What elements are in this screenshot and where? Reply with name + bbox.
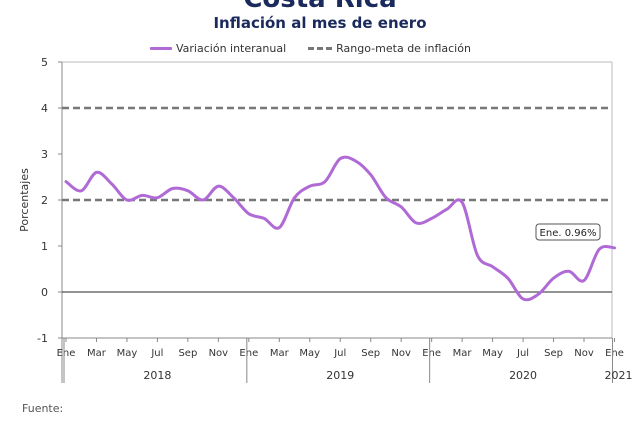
x-tick-label: May	[482, 348, 503, 359]
x-tick-label: Nov	[391, 348, 411, 359]
legend-series-swatch	[150, 47, 172, 50]
y-tick-label: 5	[41, 56, 48, 69]
chart-title: Inflación al mes de enero	[213, 14, 427, 32]
legend-item-series: Variación interanual	[150, 42, 286, 55]
x-tick-label: Mar	[270, 348, 290, 359]
x-tick-label: Ene	[422, 348, 441, 359]
x-tick-label: Ene	[605, 348, 624, 359]
y-tick-label: 0	[41, 286, 48, 299]
chart-legend: Variación interanual Rango-meta de infla…	[150, 42, 493, 55]
y-tick-label: 4	[41, 102, 48, 115]
y-tick-label: 2	[41, 194, 48, 207]
x-tick-label: Ene	[239, 348, 258, 359]
legend-target-label: Rango-meta de inflación	[336, 42, 471, 55]
x-tick-label: Jul	[333, 348, 346, 359]
annotation-label: Ene. 0.96%	[540, 228, 597, 239]
legend-item-target: Rango-meta de inflación	[308, 42, 471, 55]
legend-target-swatch	[308, 47, 333, 50]
x-tick-label: May	[299, 348, 320, 359]
y-tick-label: 3	[41, 148, 48, 161]
x-tick-label: Sep	[178, 348, 197, 359]
source-label: Fuente:	[22, 402, 64, 415]
x-tick-label: Nov	[209, 348, 229, 359]
x-tick-label: Nov	[574, 348, 594, 359]
year-label: 2020	[509, 369, 537, 382]
year-label: 2019	[326, 369, 354, 382]
legend-series-label: Variación interanual	[176, 42, 287, 55]
series-line	[64, 155, 616, 302]
line-chart: -1 0 1 2 3 4 5 Porcentajes Ene Mar May Jul Sep Nov Ene…	[18, 56, 632, 383]
x-tick-label: Sep	[361, 348, 380, 359]
annotation-box	[535, 223, 601, 241]
x-tick-label: Mar	[453, 348, 473, 359]
y-tick-label: -1	[37, 332, 48, 345]
x-tick-label: May	[117, 348, 138, 359]
x-tick-label: Mar	[87, 348, 107, 359]
year-label: 2018	[143, 369, 171, 382]
y-axis-label: Porcentajes	[18, 168, 31, 232]
x-tick-label: Jul	[516, 348, 529, 359]
year-label: 2021	[604, 369, 632, 382]
x-tick-label: Ene	[57, 348, 76, 359]
x-tick-label: Sep	[544, 348, 563, 359]
country-title: Costa Rica	[0, 0, 640, 14]
x-tick-label: Jul	[150, 348, 163, 359]
y-tick-label: 1	[41, 240, 48, 253]
